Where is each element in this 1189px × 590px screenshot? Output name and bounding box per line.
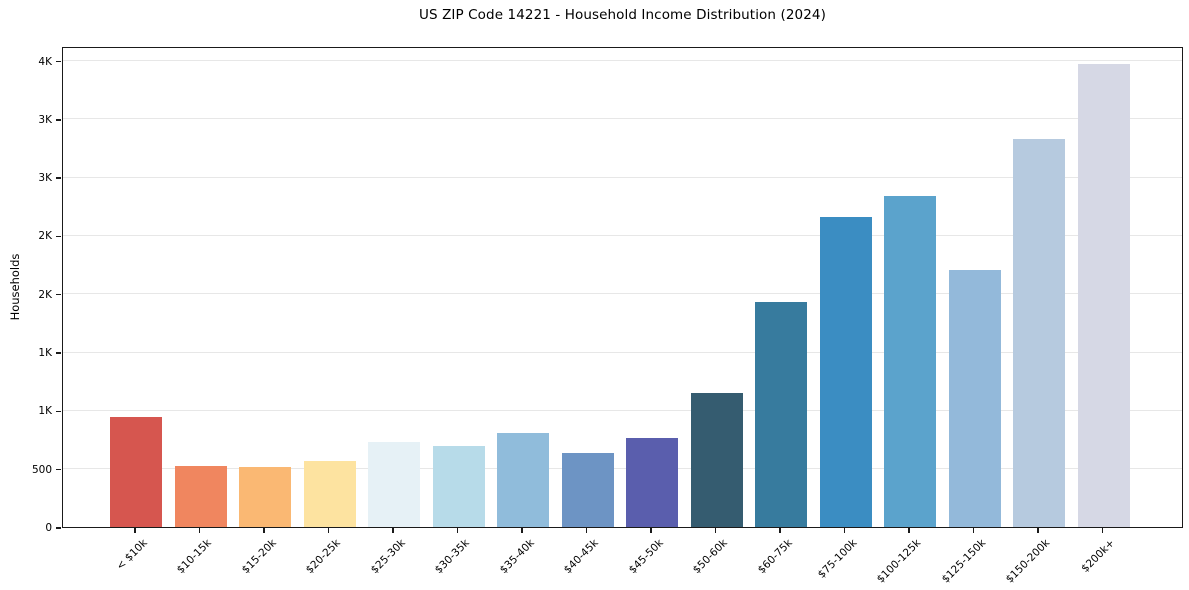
x-tick-label: $45-50k [626, 537, 666, 577]
x-tick-label: $25-30k [368, 537, 408, 577]
gridline [63, 60, 1182, 62]
bar [948, 270, 1001, 527]
bar [303, 460, 356, 527]
y-tick-mark [56, 119, 61, 121]
x-tick-label: $30-35k [432, 537, 472, 577]
bar [626, 438, 678, 527]
bar [884, 196, 936, 527]
x-tick-mark [521, 528, 523, 533]
y-tick-label: 0 [45, 522, 52, 534]
bar [497, 432, 549, 527]
gridline [63, 118, 1182, 120]
x-tick-label: $150-200k [1003, 537, 1053, 586]
y-tick-mark [56, 527, 61, 529]
x-tick-label: $75-100k [815, 537, 859, 581]
bar [1013, 138, 1065, 527]
x-tick-mark [327, 528, 330, 533]
gridline [63, 235, 1182, 236]
x-tick-label: $200k+ [1079, 537, 1117, 575]
y-tick-label: 1K [38, 405, 52, 418]
x-tick-label: $15-20k [239, 537, 279, 577]
x-tick-label: $125-150k [939, 537, 988, 586]
x-tick-mark [198, 528, 201, 533]
y-tick-mark [56, 410, 61, 413]
x-tick-label: $50-60k [690, 537, 730, 577]
y-tick-mark [56, 235, 61, 238]
x-tick-label: $100-125k [874, 537, 924, 586]
bar [690, 392, 743, 527]
bar [819, 217, 872, 527]
y-tick-label: 2K [38, 230, 52, 243]
y-tick-mark [56, 177, 61, 179]
y-tick-label: 1K [38, 347, 52, 360]
x-tick-mark [134, 528, 136, 533]
x-tick-label: $20-25k [303, 537, 343, 577]
x-tick-mark [908, 528, 910, 533]
y-tick-label: 2K [38, 288, 52, 301]
x-tick-mark [972, 528, 975, 533]
bar [110, 416, 162, 527]
x-tick-label: $40-45k [561, 537, 601, 577]
y-tick-label: 3K [38, 113, 52, 126]
gridline [63, 293, 1182, 295]
y-tick-mark [56, 468, 61, 471]
bar [239, 466, 291, 527]
y-tick-label: 500 [31, 463, 52, 476]
x-tick-mark [392, 528, 394, 533]
bar [174, 465, 227, 527]
x-tick-mark [714, 528, 717, 533]
bar [368, 441, 420, 527]
plot-area [62, 47, 1183, 528]
bar [432, 445, 485, 527]
x-tick-label: $10-15k [174, 537, 214, 577]
x-tick-mark [1037, 528, 1039, 533]
x-tick-label: $35-40k [497, 537, 537, 577]
x-tick-mark [585, 528, 588, 533]
x-tick-mark [263, 528, 265, 533]
gridline [63, 351, 1182, 353]
gridline [63, 409, 1182, 411]
y-tick-mark [56, 60, 61, 63]
gridline [63, 176, 1182, 178]
y-tick-mark [56, 352, 61, 354]
bar [755, 301, 807, 527]
bar [1077, 64, 1130, 527]
x-tick-label: < $10k [113, 537, 150, 573]
y-tick-mark [56, 294, 61, 296]
y-tick-label: 4K [38, 55, 52, 68]
x-tick-mark [650, 528, 652, 533]
x-tick-mark [1101, 528, 1104, 533]
x-tick-mark [456, 528, 459, 533]
y-axis-title: Households [8, 253, 22, 321]
chart-title: US ZIP Code 14221 - Household Income Dis… [419, 7, 826, 23]
y-tick-label: 3K [38, 172, 52, 185]
x-tick-label: $60-75k [755, 537, 795, 577]
bar [561, 452, 614, 527]
x-tick-mark [843, 528, 846, 533]
gridline [63, 468, 1182, 470]
x-tick-mark [779, 528, 781, 533]
